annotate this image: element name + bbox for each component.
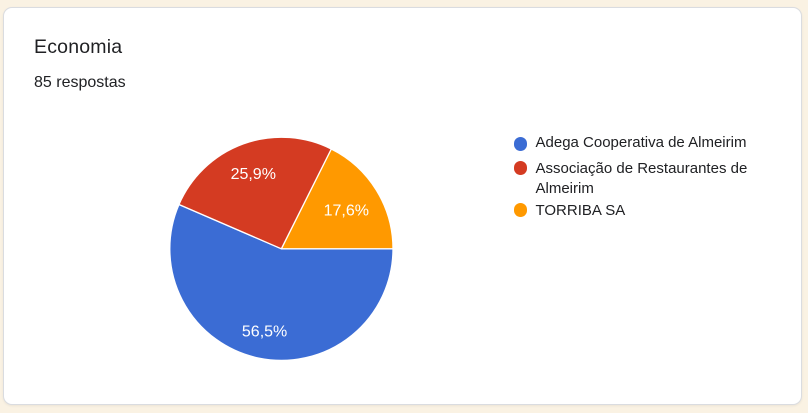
svg-text:56,5%: 56,5% [242, 323, 287, 340]
svg-text:25,9%: 25,9% [231, 166, 276, 183]
svg-text:17,6%: 17,6% [324, 203, 369, 220]
